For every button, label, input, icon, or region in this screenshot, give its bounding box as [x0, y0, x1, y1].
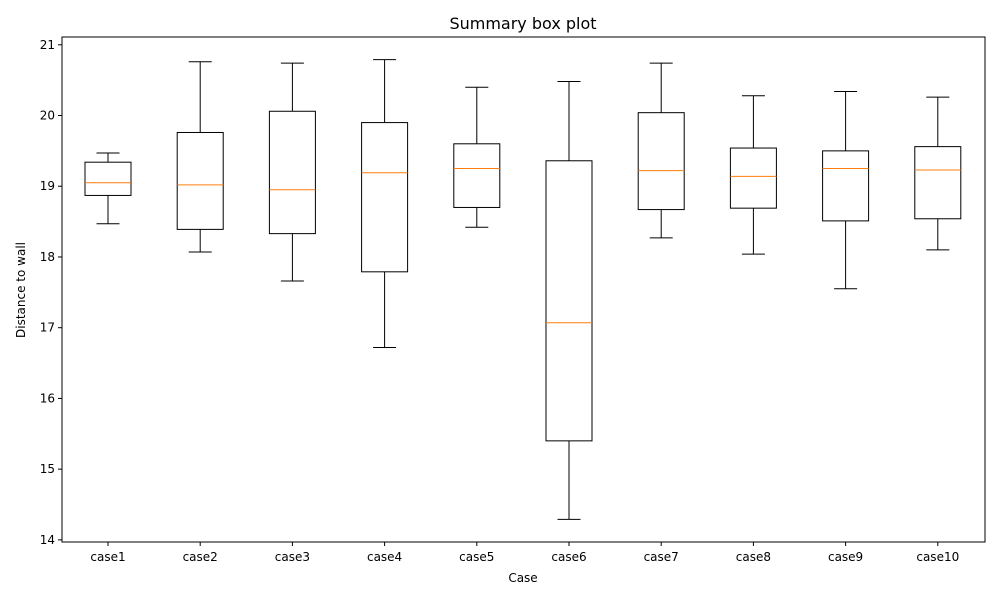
box-case7: [637, 112, 685, 211]
x-tick-label: case2: [183, 550, 218, 564]
y-tick-label: 20: [40, 109, 55, 123]
box-case10: [914, 146, 962, 220]
x-tick-label: case6: [551, 550, 586, 564]
box-case4: [361, 122, 409, 273]
x-tick-label: case9: [828, 550, 863, 564]
y-tick-label: 18: [40, 250, 55, 264]
x-tick-label: case3: [275, 550, 310, 564]
box-case9: [822, 150, 870, 222]
box-case8: [729, 147, 777, 209]
y-tick-label: 19: [40, 179, 55, 193]
x-tick-label: case5: [459, 550, 494, 564]
y-tick-label: 17: [40, 321, 55, 335]
x-axis-label: Case: [508, 571, 537, 585]
chart-title: Summary box plot: [449, 14, 596, 33]
x-tick-label: case10: [916, 550, 959, 564]
plot-frame: [61, 36, 986, 543]
box-case5: [453, 143, 501, 208]
box-case6: [545, 160, 593, 442]
x-tick-label: case4: [367, 550, 402, 564]
y-tick-label: 15: [40, 462, 55, 476]
y-tick-label: 14: [40, 533, 55, 547]
box-case1: [84, 161, 132, 196]
plot-area: 14 15 16 17 18 19 20 21 case1 case2 case3 case4 case…: [40, 38, 962, 564]
box-case3: [268, 110, 316, 235]
x-tick-label: case7: [644, 550, 679, 564]
x-tick-label: case8: [736, 550, 771, 564]
x-tick-label: case1: [90, 550, 125, 564]
box-case2: [176, 131, 224, 230]
y-axis-label: Distance to wall: [14, 242, 28, 338]
y-tick-label: 16: [40, 391, 55, 405]
y-tick-label: 21: [40, 38, 55, 52]
